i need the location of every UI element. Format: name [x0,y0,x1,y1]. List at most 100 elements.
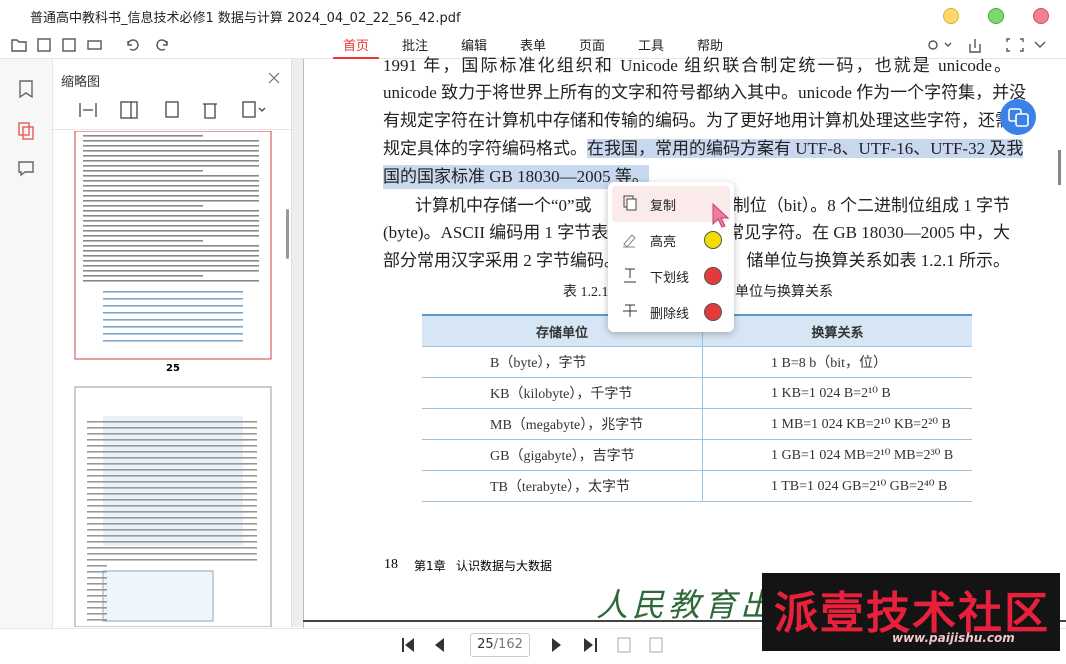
thumbnail-line [87,493,257,495]
menu-option[interactable]: 高亮 [608,222,734,258]
thumbnail-line [83,235,259,237]
thumbnail-line [83,230,259,232]
option-label: 下划线 [650,270,690,286]
toolbar: 首页 批注 编辑 表单 页面 工具 帮助 [0,30,1066,59]
thumbnail-line [83,220,259,222]
thumbnail-line [83,215,259,217]
thumbnail-line [87,487,257,489]
translate-button[interactable] [1000,99,1036,135]
close-button[interactable] [267,71,281,85]
menu-item[interactable]: 帮助 [696,39,723,54]
thumbnail-line [87,523,257,525]
thumbnail-line [103,298,243,300]
thumbnail-line [83,260,259,262]
thumbnail-line [83,170,203,172]
thumbnail-line [83,185,259,187]
thumbnail-line [83,160,259,162]
thumbnail-line [87,583,107,585]
thumbnail-line [83,135,203,137]
view-tools[interactable] [925,36,1055,54]
thumbnail-line [87,421,257,423]
thumbnail-tools[interactable] [78,99,278,121]
thumbnail-line [103,291,243,293]
thumbnail-line [87,511,257,513]
menu-item[interactable]: 首页 [333,35,379,59]
menu-option[interactable]: 复制 [612,186,730,222]
thumbnail-line [87,427,257,429]
option-label: 高亮 [650,234,677,250]
page-input[interactable]: 25/162 [470,633,530,657]
thumbnail-line [103,340,243,342]
thumbnails [74,131,272,627]
menu-item[interactable]: 页面 [578,39,605,54]
thumbnail-line [83,225,259,227]
thumbnail-line [87,451,257,453]
menu-item[interactable]: 批注 [401,39,428,54]
cursor [712,202,730,228]
next-buttons[interactable] [548,635,668,655]
thumbnail-line [87,517,257,519]
menu-option[interactable]: 删除线 [608,294,734,330]
thumbnail-line [83,245,259,247]
thumbnail-line [87,433,257,435]
color-dot [704,303,722,321]
thumbnail-line [83,165,259,167]
document-view [303,59,1066,628]
thumbnail-line [87,577,107,579]
thumbnail-line [83,155,259,157]
thumbnail-line [87,607,107,609]
thumbnail-line [83,205,203,207]
file-tools[interactable] [10,36,180,54]
menu-item[interactable]: 编辑 [460,39,487,54]
window-title: 普通高中教科书_信息技术必修1 数据与计算 2024_04_02_22_56_4… [30,11,461,26]
thumbnail-line [87,547,257,549]
thumbnail-line [83,275,203,277]
option-label: 删除线 [650,306,690,322]
thumbnail-line [83,240,203,242]
option-icon [624,268,636,283]
thumbnail-line [83,195,259,197]
thumbnail-line [87,601,107,603]
thumbnail-line [87,505,257,507]
thumbnail-line [87,499,257,501]
menu-option[interactable]: 下划线 [608,258,734,294]
thumbnail-line [87,565,107,567]
total-pages: /162 [493,637,523,652]
thumbnail-line [83,270,259,272]
thumbnail-line [87,619,107,621]
rail-icons[interactable] [0,59,52,660]
window-controls[interactable] [940,6,1055,26]
thumbnail-line [87,463,257,465]
thumbnail-line [83,180,259,182]
color-dot [704,267,722,285]
thumbnail-line [83,280,259,282]
doc-scrollbar [1058,150,1061,185]
thumbnail-line [83,145,259,147]
thumbnail-line [87,439,257,441]
watermark-name: 派壹技术社区 [774,588,1050,639]
option-label: 复制 [650,198,677,214]
menu-item[interactable]: 表单 [519,39,546,54]
thumbnail-panel: 缩略图 25 [53,59,291,627]
thumbnail-line [103,319,243,321]
thumbnail-line [87,469,257,471]
scrollbar [286,209,289,259]
thumbnail-page-number: 25 [166,363,180,374]
thumbnail-line [87,445,257,447]
current-page: 25 [477,637,494,652]
color-dot [704,231,722,249]
thumbnail-line [83,250,259,252]
panel-title: 缩略图 [61,75,101,90]
menu-item[interactable]: 工具 [637,39,664,54]
title-bar: 普通高中教科书_信息技术必修1 数据与计算 2024_04_02_22_56_4… [0,0,1066,30]
left-rail [0,59,53,660]
thumbnail-line [103,333,243,335]
thumbnail-line [87,613,107,615]
thumbnail-line [103,326,243,328]
thumbnail-line [83,190,259,192]
prev-buttons[interactable] [398,635,468,655]
thumbnail-line [103,312,243,314]
watermark-url: www.paijishu.com [892,631,1015,645]
thumbnail-line [87,553,257,555]
